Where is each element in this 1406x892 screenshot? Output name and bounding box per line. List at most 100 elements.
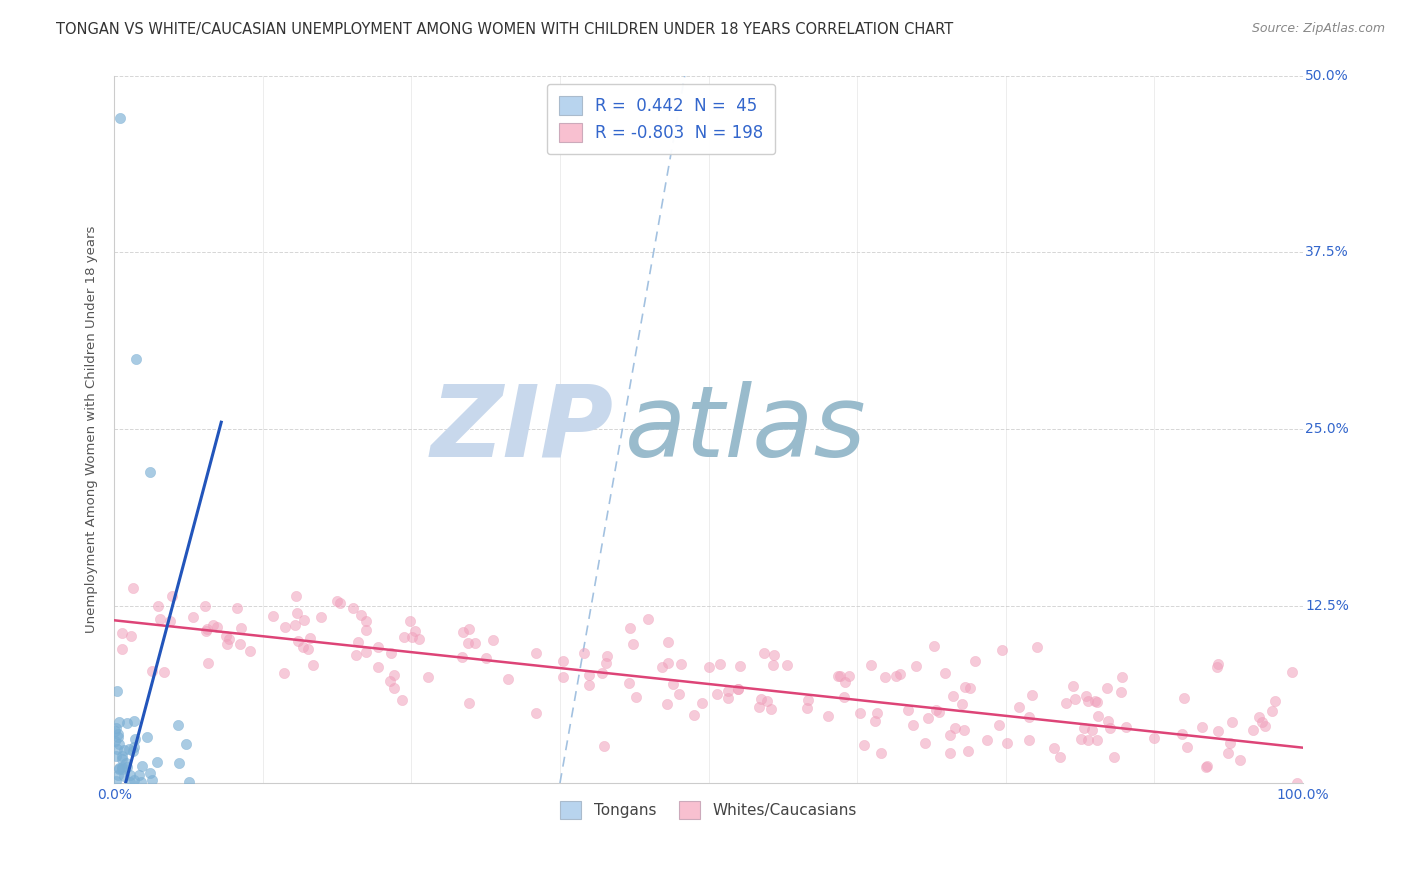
Point: [181, 610, 204, 624]
Point: [105, 684, 128, 698]
Point: [596, 648, 619, 663]
Point: [128, 768, 150, 782]
Point: [592, 739, 614, 753]
Point: [167, 718, 190, 732]
Point: [287, 634, 309, 648]
Point: [382, 667, 405, 681]
Point: [107, 742, 129, 756]
Point: [1191, 720, 1213, 734]
Point: [129, 774, 152, 789]
Point: [683, 707, 706, 722]
Point: [226, 600, 249, 615]
Point: [167, 756, 190, 770]
Point: [146, 755, 169, 769]
Point: [326, 594, 349, 608]
Point: [239, 644, 262, 658]
Point: [939, 728, 962, 742]
Point: [832, 690, 855, 704]
Point: [619, 621, 641, 635]
Point: [274, 620, 297, 634]
Y-axis label: Unemployment Among Women with Children Under 18 years: Unemployment Among Women with Children U…: [86, 226, 98, 633]
Point: [934, 666, 956, 681]
Point: [748, 700, 770, 714]
Point: [136, 730, 159, 744]
Point: [112, 768, 135, 782]
Point: [107, 726, 129, 740]
Point: [111, 752, 134, 766]
Point: [637, 612, 659, 626]
Point: [475, 650, 498, 665]
Point: [914, 736, 936, 750]
Point: [194, 599, 217, 613]
Point: [717, 684, 740, 698]
Point: [399, 614, 422, 628]
Point: [869, 746, 891, 760]
Point: [1095, 681, 1118, 695]
Point: [591, 665, 613, 680]
Point: [457, 636, 479, 650]
Text: atlas: atlas: [626, 381, 868, 478]
Point: [1098, 721, 1121, 735]
Point: [1206, 660, 1229, 674]
Point: [418, 670, 440, 684]
Text: 25.0%: 25.0%: [1305, 422, 1348, 436]
Point: [298, 632, 321, 646]
Point: [229, 621, 252, 635]
Point: [131, 758, 153, 772]
Point: [752, 646, 775, 660]
Point: [1097, 714, 1119, 728]
Point: [1054, 697, 1077, 711]
Point: [302, 657, 325, 672]
Point: [347, 635, 370, 649]
Point: [903, 718, 925, 732]
Point: [458, 622, 481, 636]
Point: [392, 631, 415, 645]
Point: [617, 676, 640, 690]
Point: [1018, 709, 1040, 723]
Point: [1251, 714, 1274, 729]
Point: [651, 660, 673, 674]
Point: [669, 657, 692, 672]
Point: [834, 675, 856, 690]
Point: [957, 744, 980, 758]
Point: [350, 608, 373, 623]
Point: [988, 718, 1011, 732]
Point: [759, 702, 782, 716]
Text: 12.5%: 12.5%: [1305, 599, 1348, 613]
Point: [108, 761, 131, 775]
Point: [863, 714, 886, 729]
Point: [217, 637, 239, 651]
Point: [111, 642, 134, 657]
Point: [162, 590, 184, 604]
Point: [115, 716, 138, 731]
Point: [657, 656, 679, 670]
Point: [344, 648, 367, 662]
Text: 50.0%: 50.0%: [1305, 69, 1348, 83]
Point: [551, 654, 574, 668]
Point: [124, 732, 146, 747]
Point: [111, 626, 134, 640]
Point: [107, 763, 129, 777]
Point: [122, 714, 145, 728]
Point: [1085, 732, 1108, 747]
Point: [118, 775, 141, 789]
Point: [111, 760, 134, 774]
Point: [104, 774, 127, 789]
Point: [122, 581, 145, 595]
Point: [859, 657, 882, 672]
Point: [291, 640, 314, 654]
Point: [668, 687, 690, 701]
Point: [657, 634, 679, 648]
Point: [1063, 692, 1085, 706]
Point: [524, 646, 547, 660]
Point: [1111, 670, 1133, 684]
Point: [1249, 710, 1271, 724]
Point: [108, 737, 131, 751]
Point: [498, 672, 520, 686]
Point: [117, 759, 139, 773]
Point: [285, 606, 308, 620]
Point: [1115, 721, 1137, 735]
Point: [762, 648, 785, 662]
Point: [817, 709, 839, 723]
Point: [728, 659, 751, 673]
